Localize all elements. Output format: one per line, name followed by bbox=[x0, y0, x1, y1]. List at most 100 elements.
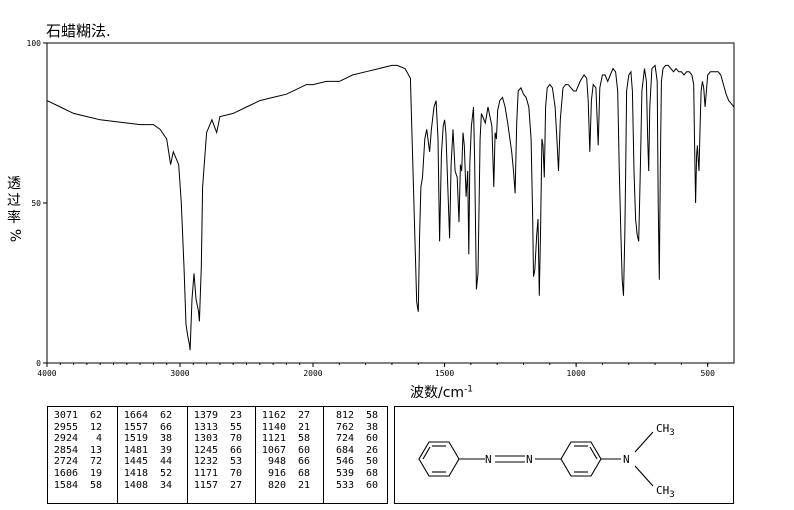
peak-wavenumber: 762 bbox=[335, 421, 354, 433]
peak-table-column: 1664 62 1557 66 1519 38 1481 39 1445 44 1418 52 1408… bbox=[118, 407, 188, 503]
peak-wavenumber: 1162 bbox=[261, 410, 286, 421]
peak-wavenumber: 1445 bbox=[123, 456, 148, 468]
peak-wavenumber: 1519 bbox=[123, 433, 148, 445]
peak-table-column: 812 58 762 38 724 60 684 26 546 50 539 68 533 60 bbox=[324, 407, 387, 503]
peak-row: 1445 44 bbox=[118, 456, 187, 468]
peak-row: 762 38 bbox=[324, 422, 387, 434]
peak-transmittance: 70 bbox=[229, 433, 242, 445]
peak-row: 1140 21 bbox=[256, 422, 323, 434]
peak-row: 1557 66 bbox=[118, 422, 187, 434]
y-axis-label-char: 过 bbox=[7, 193, 21, 209]
peak-transmittance: 68 bbox=[365, 467, 378, 479]
peak-row: 1313 55 bbox=[188, 422, 255, 434]
peak-transmittance: 55 bbox=[229, 421, 242, 433]
peak-transmittance: 19 bbox=[89, 467, 102, 479]
methyl-top: CH3 bbox=[656, 422, 675, 438]
peak-wavenumber: 533 bbox=[335, 479, 354, 491]
peak-transmittance: 62 bbox=[159, 410, 172, 421]
peak-transmittance: 21 bbox=[297, 421, 310, 433]
x-axis-label-text: 波数/cm bbox=[410, 385, 465, 401]
peak-row: 1232 53 bbox=[188, 456, 255, 468]
peak-transmittance: 58 bbox=[89, 479, 102, 491]
x-tick-label: 3000 bbox=[170, 369, 189, 378]
peak-transmittance: 58 bbox=[297, 433, 310, 445]
peak-row: 916 68 bbox=[256, 468, 323, 480]
peak-wavenumber: 948 bbox=[267, 456, 286, 468]
amine-nitrogen: N bbox=[623, 453, 630, 466]
peak-transmittance: 68 bbox=[297, 467, 310, 479]
peak-transmittance: 52 bbox=[159, 467, 172, 479]
peak-row: 2724 72 bbox=[48, 456, 117, 468]
peak-row: 1606 19 bbox=[48, 468, 117, 480]
transmittance-line bbox=[46, 64, 735, 351]
peak-transmittance: 21 bbox=[297, 479, 310, 491]
peak-row: 1418 52 bbox=[118, 468, 187, 480]
peak-transmittance: 44 bbox=[159, 456, 172, 468]
peak-wavenumber: 820 bbox=[267, 479, 286, 491]
peak-transmittance: 12 bbox=[89, 421, 102, 433]
peak-transmittance: 39 bbox=[159, 444, 172, 456]
peak-wavenumber: 1664 bbox=[123, 410, 148, 421]
peak-row: 1067 60 bbox=[256, 445, 323, 457]
peak-wavenumber: 2955 bbox=[53, 421, 78, 433]
x-tick-label: 1500 bbox=[435, 369, 454, 378]
peak-transmittance: 38 bbox=[365, 421, 378, 433]
peak-transmittance: 62 bbox=[89, 410, 102, 421]
peak-wavenumber: 1606 bbox=[53, 467, 78, 479]
peak-row: 1245 66 bbox=[188, 445, 255, 457]
y-tick-label: 100 bbox=[27, 39, 42, 48]
plot-frame bbox=[46, 42, 735, 364]
x-tick-label: 2000 bbox=[303, 369, 322, 378]
peak-wavenumber: 1303 bbox=[193, 433, 218, 445]
peak-row: 2854 13 bbox=[48, 445, 117, 457]
peak-wavenumber: 1379 bbox=[193, 410, 218, 421]
peak-wavenumber: 1140 bbox=[261, 421, 286, 433]
peak-transmittance: 38 bbox=[159, 433, 172, 445]
peak-wavenumber: 1408 bbox=[123, 479, 148, 491]
peak-row: 812 58 bbox=[324, 410, 387, 422]
peak-transmittance: 27 bbox=[297, 410, 310, 421]
peak-wavenumber: 539 bbox=[335, 467, 354, 479]
peak-wavenumber: 1481 bbox=[123, 444, 148, 456]
peak-wavenumber: 684 bbox=[335, 444, 354, 456]
peak-transmittance: 66 bbox=[229, 444, 242, 456]
peak-wavenumber: 1067 bbox=[261, 444, 286, 456]
peak-wavenumber: 916 bbox=[267, 467, 286, 479]
peak-transmittance: 60 bbox=[365, 433, 378, 445]
peak-row: 1162 27 bbox=[256, 410, 323, 422]
peak-wavenumber: 1232 bbox=[193, 456, 218, 468]
peak-row: 1664 62 bbox=[118, 410, 187, 422]
x-tick-label: 4000 bbox=[37, 369, 56, 378]
peak-row: 3071 62 bbox=[48, 410, 117, 422]
peak-transmittance: 27 bbox=[229, 479, 242, 491]
peak-row: 1379 23 bbox=[188, 410, 255, 422]
peak-table-column: 1379 23 1313 55 1303 70 1245 66 1232 53 1171 70 1157… bbox=[188, 407, 256, 503]
peak-transmittance: 34 bbox=[159, 479, 172, 491]
peak-row: 1157 27 bbox=[188, 480, 255, 492]
peak-transmittance: 50 bbox=[365, 456, 378, 468]
peak-row: 539 68 bbox=[324, 468, 387, 480]
peak-wavenumber: 812 bbox=[335, 410, 354, 421]
y-axis-label-char: 透 bbox=[7, 176, 21, 192]
peak-wavenumber: 1313 bbox=[193, 421, 218, 433]
peak-transmittance: 72 bbox=[89, 456, 102, 468]
azo-nitrogen-1: N bbox=[485, 453, 492, 466]
peak-transmittance: 66 bbox=[159, 421, 172, 433]
peak-row: 1584 58 bbox=[48, 480, 117, 492]
peak-transmittance: 23 bbox=[229, 410, 242, 421]
peak-row: 1408 34 bbox=[118, 480, 187, 492]
peak-row: 724 60 bbox=[324, 433, 387, 445]
molecular-structure: N N N CH3 CH3 bbox=[394, 406, 734, 504]
peak-row: 2955 12 bbox=[48, 422, 117, 434]
peak-table-column: 1162 27 1140 21 1121 58 1067 60 948 66 916 68 820 21 bbox=[256, 407, 324, 503]
x-tick-label: 1000 bbox=[566, 369, 585, 378]
y-tick-label: 50 bbox=[31, 199, 41, 208]
peak-transmittance: 4 bbox=[95, 433, 102, 445]
peak-wavenumber: 1171 bbox=[193, 467, 218, 479]
structure-drawing: N N N CH3 CH3 bbox=[418, 422, 675, 500]
peak-wavenumber: 1157 bbox=[193, 479, 218, 491]
peak-row: 1303 70 bbox=[188, 433, 255, 445]
peak-wavenumber: 724 bbox=[335, 433, 354, 445]
peak-transmittance: 26 bbox=[365, 444, 378, 456]
x-tick-label: 500 bbox=[700, 369, 715, 378]
